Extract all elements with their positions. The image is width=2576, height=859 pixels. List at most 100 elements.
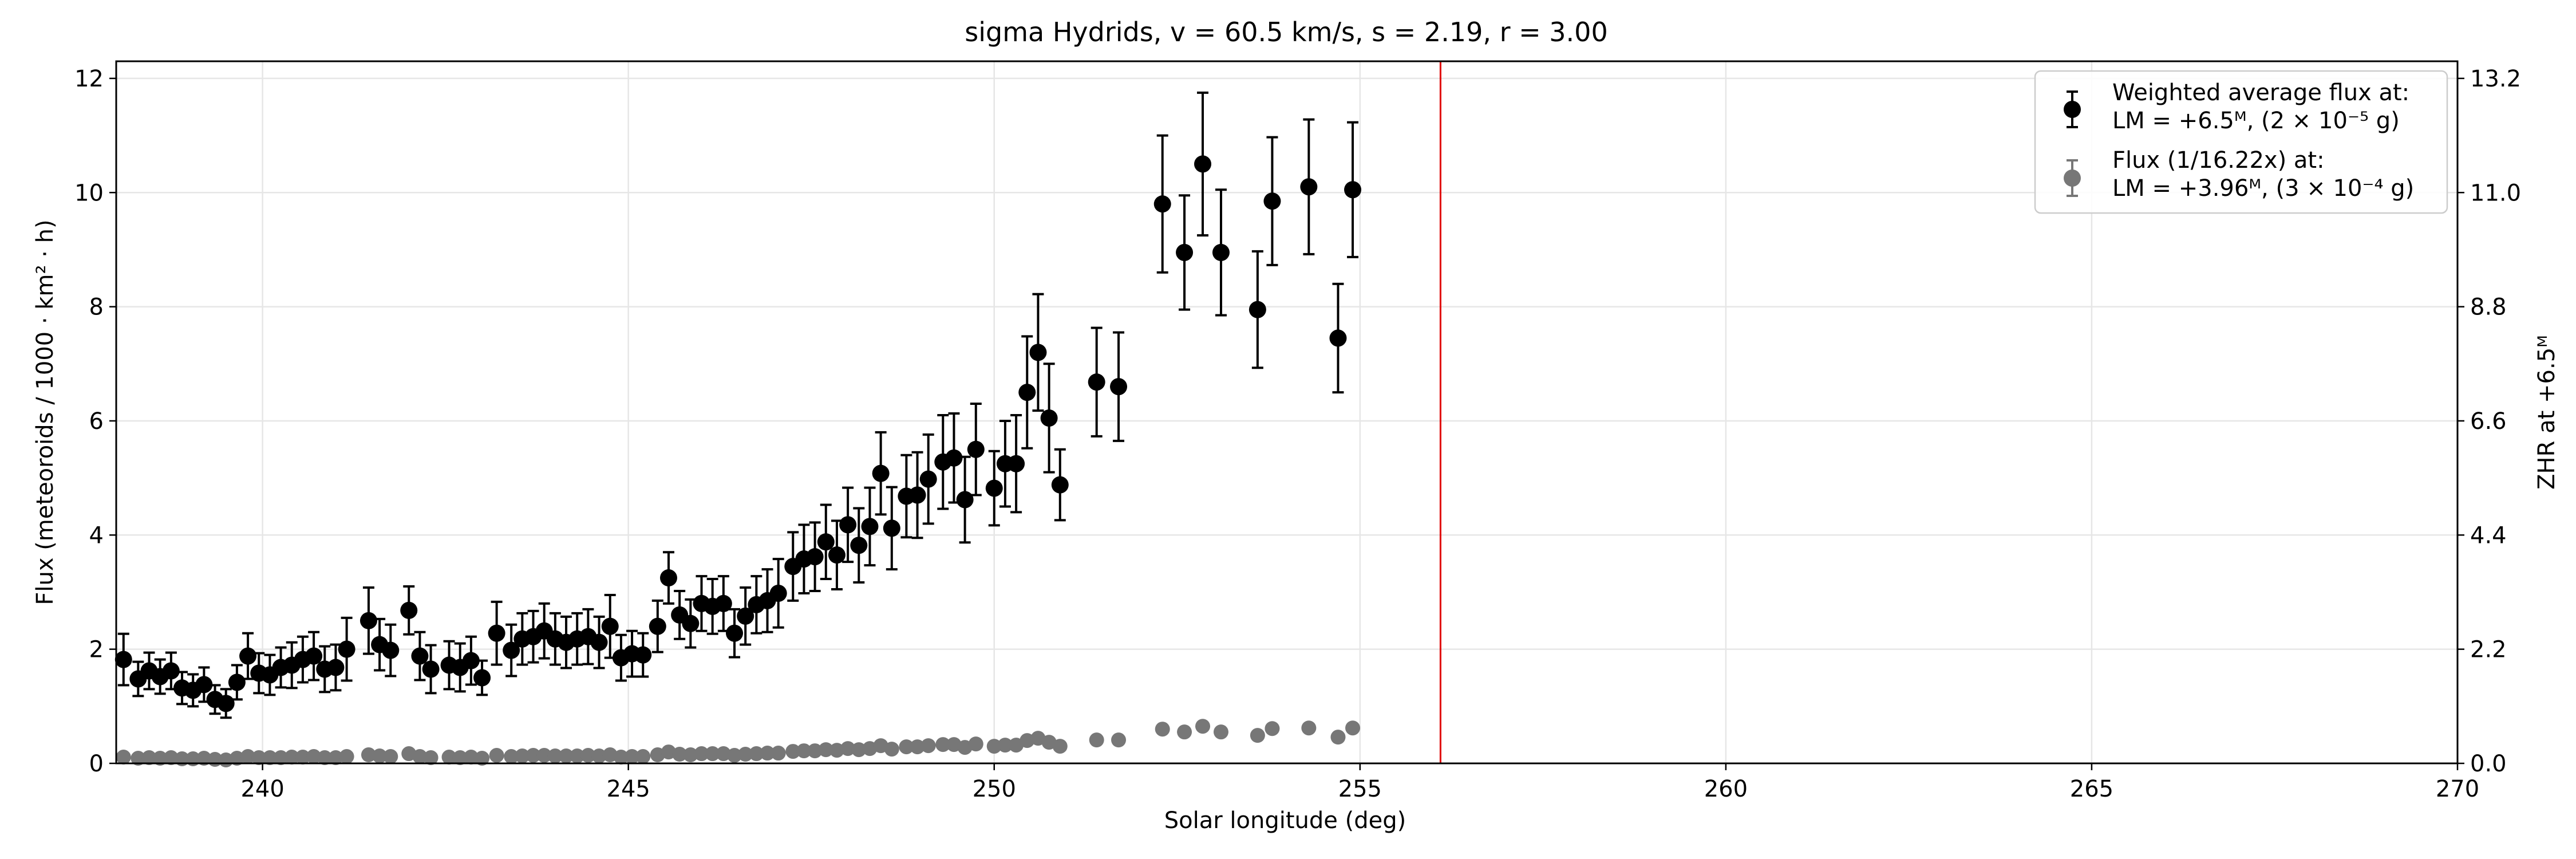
weighted-point-marker	[305, 647, 323, 665]
x-tick-label: 270	[2436, 776, 2479, 802]
y-tick-label: 10	[74, 180, 104, 206]
plot-frame	[115, 60, 2459, 765]
scaled-point	[785, 744, 801, 759]
scaled-point	[910, 739, 925, 755]
weighted-point	[967, 403, 985, 497]
weighted-point-marker	[956, 491, 974, 509]
weighted-point-marker	[114, 651, 132, 668]
weighted-point-marker	[382, 641, 400, 659]
legend-weighted-line1: Weighted average flux at:	[2112, 80, 2409, 106]
weighted-point-marker	[919, 470, 937, 488]
weighted-point	[1008, 413, 1025, 514]
weighted-point-marker	[473, 669, 491, 687]
weighted-point	[649, 599, 666, 653]
weighted-point-marker	[359, 612, 377, 629]
weighted-point-marker	[1329, 329, 1347, 347]
scaled-point	[935, 737, 951, 752]
scaled-point	[196, 751, 212, 766]
weighted-point-marker	[327, 659, 345, 676]
scaled-point	[504, 749, 519, 765]
series-scaled	[116, 719, 1361, 768]
weighted-point	[1153, 134, 1171, 274]
scaled-point	[295, 750, 310, 765]
weighted-point	[908, 451, 926, 539]
scaled-point	[1195, 719, 1211, 734]
scaled-point	[361, 747, 376, 763]
weighted-point	[806, 521, 824, 592]
scaled-point	[807, 743, 823, 759]
scaled-point	[317, 750, 333, 766]
weighted-point	[919, 433, 937, 525]
scaled-point	[273, 750, 289, 766]
weighted-point	[1263, 136, 1281, 266]
scaled-point	[580, 748, 596, 763]
scaled-point	[672, 747, 688, 762]
weighted-point	[1194, 91, 1212, 237]
scaled-point	[884, 742, 899, 757]
weighted-point-marker	[1344, 181, 1362, 199]
scaled-point	[412, 749, 428, 765]
x-tick-label: 260	[1704, 776, 1748, 802]
weighted-point-marker	[726, 624, 744, 642]
scaled-point	[570, 748, 585, 764]
scaled-point	[1345, 720, 1361, 736]
weighted-point	[671, 589, 689, 640]
legend-marker-weighted	[2064, 90, 2081, 128]
legend-scaled-line1: Flux (1/16.22x) at:	[2112, 147, 2325, 174]
weighted-point	[503, 623, 520, 677]
weighted-point-marker	[1008, 455, 1025, 472]
y2-tick-label: 8.8	[2470, 294, 2507, 321]
y2-axis-ticks: 0.0 2.2 4.4 6.6 8.8 11.0 13.2	[2458, 66, 2521, 777]
weighted-point-marker	[1300, 178, 1318, 196]
x-axis-label: Solar longitude (deg)	[1164, 807, 1406, 834]
chart-title: sigma Hydrids, v = 60.5 km/s, s = 2.19, …	[965, 17, 1607, 48]
y-tick-label: 8	[89, 294, 104, 321]
weighted-point	[601, 593, 619, 659]
weighted-point	[462, 635, 480, 686]
weighted-point	[1040, 362, 1058, 474]
scaled-point	[262, 750, 278, 766]
y2-tick-label: 13.2	[2470, 66, 2521, 92]
weighted-point-marker	[1194, 155, 1212, 173]
scaled-point	[141, 750, 157, 766]
x-tick-label: 265	[2070, 776, 2113, 802]
weighted-point-marker	[985, 479, 1003, 497]
weighted-point-marker	[861, 518, 879, 535]
y-tick-label: 0	[89, 751, 104, 777]
weighted-point	[195, 666, 213, 703]
weighted-point	[817, 503, 835, 581]
weighted-point-marker	[883, 519, 900, 537]
weighted-point-marker	[1040, 409, 1058, 427]
weighted-point	[769, 558, 787, 629]
weighted-point	[305, 631, 323, 681]
weighted-point	[1212, 188, 1230, 317]
scaled-point	[489, 748, 504, 763]
y-tick-label: 6	[89, 408, 104, 435]
scaled-point	[452, 750, 468, 766]
x-axis-ticks: 240 245 250 255 260 265 270	[240, 763, 2479, 802]
scaled-point	[441, 750, 457, 765]
y2-tick-label: 11.0	[2470, 180, 2521, 206]
legend: Weighted average flux at: LM = +6.5ᴹ, (2…	[2034, 70, 2448, 214]
weighted-point	[1029, 293, 1047, 412]
weighted-point-marker	[839, 516, 857, 534]
legend-marker-scaled	[2064, 159, 2081, 197]
weighted-point	[985, 450, 1003, 527]
scaled-point	[163, 750, 179, 766]
weighted-point	[1176, 194, 1194, 311]
weighted-point-marker	[659, 569, 677, 587]
scaled-point	[383, 749, 398, 765]
x-tick-label: 255	[1338, 776, 1382, 802]
scaled-point	[1052, 739, 1068, 754]
weighted-point-marker	[601, 617, 619, 635]
weighted-point-marker	[1212, 243, 1230, 261]
x-tick-label: 250	[973, 776, 1016, 802]
weighted-point-marker	[422, 660, 440, 678]
weighted-point-marker	[908, 486, 926, 504]
scaled-point	[818, 742, 833, 758]
weighted-point-marker	[967, 440, 985, 458]
scaled-point	[152, 751, 168, 766]
weighted-point	[488, 600, 505, 666]
weighted-point	[228, 664, 246, 701]
weighted-point	[1088, 326, 1105, 438]
